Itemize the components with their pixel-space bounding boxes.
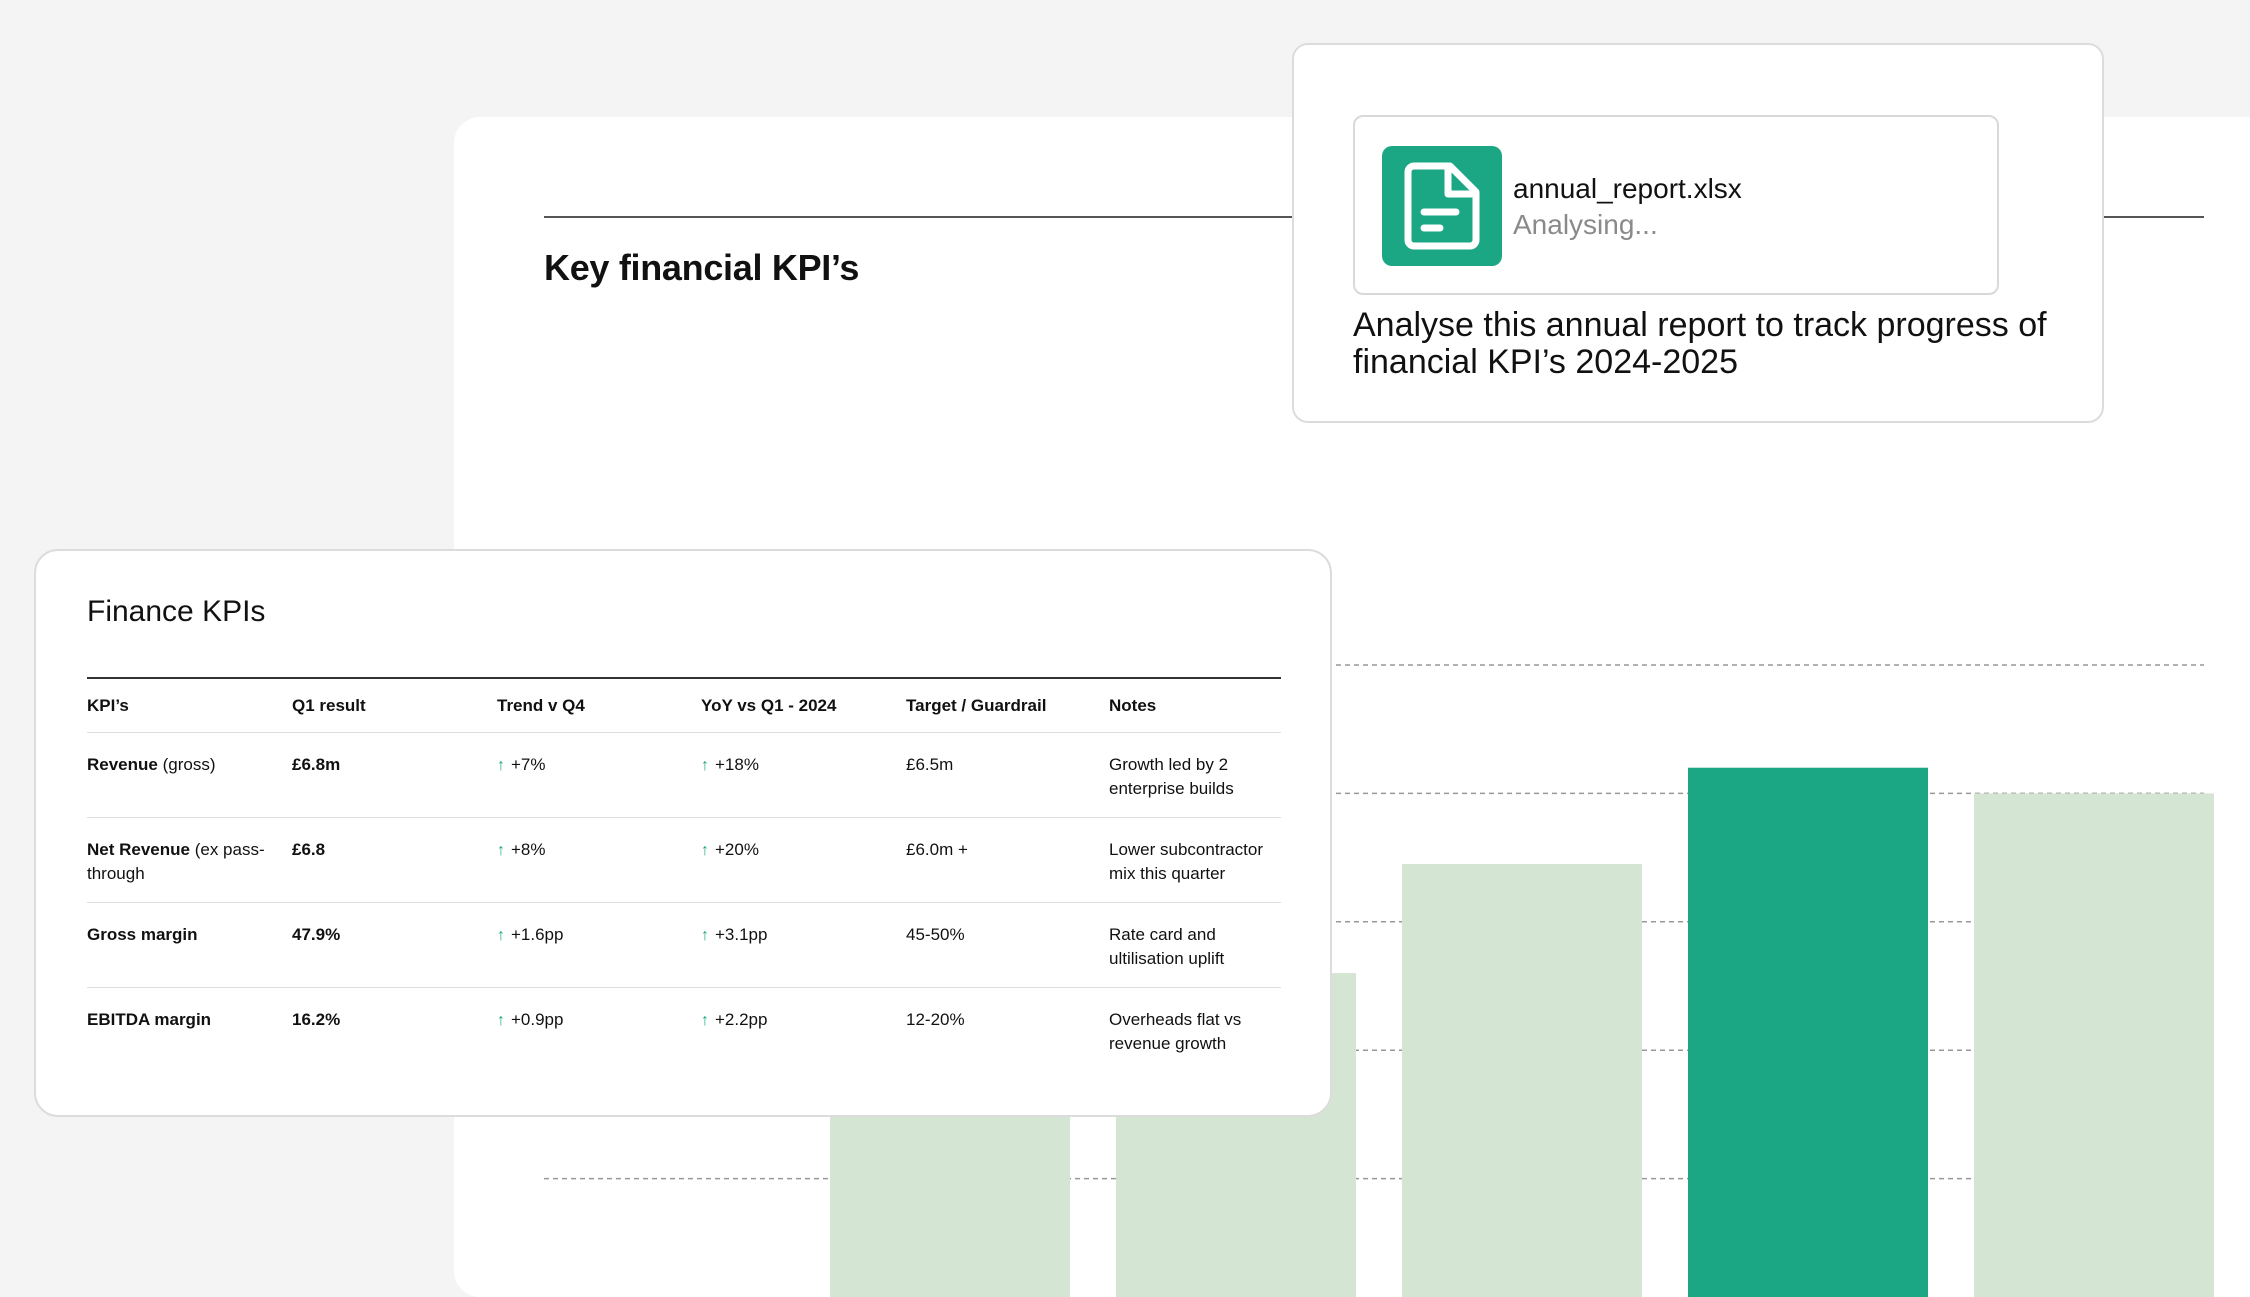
yoy-cell: ↑ +2.2pp bbox=[701, 987, 906, 1072]
arrow-up-icon: ↑ bbox=[701, 841, 709, 859]
yoy-cell: ↑ +18% bbox=[701, 732, 906, 818]
header-kpi: KPI’s bbox=[87, 677, 292, 733]
yoy-value: +3.1pp bbox=[715, 924, 768, 944]
q1-result-cell: 47.9% bbox=[292, 902, 497, 988]
table-row: Revenue (gross) £6.8m ↑ +7% ↑ +18% £6.5m G… bbox=[87, 732, 1281, 818]
arrow-up-icon: ↑ bbox=[701, 756, 709, 774]
table-header-row: KPI’s Q1 result Trend v Q4 YoY vs Q1 - 2… bbox=[87, 677, 1281, 733]
trend-value: +7% bbox=[511, 754, 546, 774]
yoy-cell: ↑ +3.1pp bbox=[701, 902, 906, 988]
attached-file[interactable]: annual_report.xlsx Analysing... bbox=[1353, 115, 1999, 295]
chart-title: Key financial KPI’s bbox=[544, 247, 860, 288]
spreadsheet-file-icon bbox=[1382, 146, 1502, 266]
yoy-value: +20% bbox=[715, 839, 759, 859]
kpi-card-title: Finance KPIs bbox=[87, 595, 266, 628]
yoy-value: +18% bbox=[715, 754, 759, 774]
q1-result-cell: 16.2% bbox=[292, 1009, 341, 1029]
header-q1-result: Q1 result bbox=[292, 677, 497, 733]
header-target: Target / Guardrail bbox=[906, 677, 1109, 733]
notes-cell: Overheads flat vs revenue growth bbox=[1109, 1009, 1242, 1053]
kpi-name: Net Revenue bbox=[87, 839, 190, 859]
trend-cell: ↑ +1.6pp bbox=[497, 902, 701, 988]
target-cell: £6.0m + bbox=[906, 817, 1109, 903]
kpi-name: Gross margin bbox=[87, 924, 198, 944]
file-name: annual_report.xlsx bbox=[1513, 173, 1742, 204]
trend-value: +1.6pp bbox=[511, 924, 564, 944]
q1-result-cell: £6.8m bbox=[292, 732, 497, 818]
yoy-cell: ↑ +20% bbox=[701, 817, 906, 903]
target-cell: £6.5m bbox=[906, 732, 1109, 818]
kpi-name-cell: Net Revenue (ex pass-through bbox=[87, 817, 292, 903]
notes-cell: Growth led by 2 enterprise builds bbox=[1109, 732, 1281, 818]
kpi-name-cell: Gross margin bbox=[87, 902, 292, 988]
arrow-up-icon: ↑ bbox=[701, 926, 709, 944]
trend-cell: ↑ +7% bbox=[497, 732, 701, 818]
arrow-up-icon: ↑ bbox=[701, 1011, 709, 1029]
arrow-up-icon: ↑ bbox=[497, 926, 505, 944]
prompt-text: Analyse this annual report to track prog… bbox=[1353, 306, 2047, 381]
trend-cell: ↑ +8% bbox=[497, 817, 701, 903]
bar bbox=[1974, 793, 2214, 1297]
bar-highlighted bbox=[1688, 767, 1928, 1297]
arrow-up-icon: ↑ bbox=[497, 841, 505, 859]
file-upload-card: annual_report.xlsx Analysing... Analyse … bbox=[1292, 43, 2104, 423]
kpi-qualifier: (ex pass-through bbox=[87, 839, 265, 883]
trend-value: +8% bbox=[511, 839, 546, 859]
kpi-table: KPI’s Q1 result Trend v Q4 YoY vs Q1 - 2… bbox=[87, 677, 1281, 1072]
kpi-name: EBITDA margin bbox=[87, 1009, 212, 1029]
header-trend: Trend v Q4 bbox=[497, 677, 701, 733]
trend-value: +0.9pp bbox=[511, 1009, 564, 1029]
kpi-name: Revenue bbox=[87, 754, 158, 774]
kpi-qualifier: (gross) bbox=[157, 754, 216, 774]
table-row: EBITDA margin 16.2% ↑ +0.9pp ↑ +2.2pp 12-2… bbox=[87, 987, 1281, 1072]
kpi-name-cell: EBITDA margin bbox=[87, 987, 292, 1072]
bar bbox=[1402, 864, 1642, 1297]
finance-kpi-card: Finance KPIs KPI’s Q1 result Trend v Q4 … bbox=[34, 549, 1332, 1117]
header-yoy: YoY vs Q1 - 2024 bbox=[701, 677, 906, 733]
arrow-up-icon: ↑ bbox=[497, 756, 505, 774]
arrow-up-icon: ↑ bbox=[497, 1011, 505, 1029]
table-row: Gross margin 47.9% ↑ +1.6pp ↑ +3.1pp 45-50… bbox=[87, 902, 1281, 988]
trend-cell: ↑ +0.9pp bbox=[497, 987, 701, 1072]
kpi-name-cell: Revenue (gross) bbox=[87, 732, 292, 818]
notes-cell: Rate card and ultilisation uplift bbox=[1109, 902, 1281, 988]
notes-cell: Lower subcontractor mix this quarter bbox=[1109, 817, 1281, 903]
file-status: Analysing... bbox=[1513, 209, 1658, 240]
table-row: Net Revenue (ex pass-through £6.8 ↑ +8% ↑… bbox=[87, 817, 1281, 903]
header-notes: Notes bbox=[1109, 677, 1281, 733]
target-cell: 45-50% bbox=[906, 902, 1109, 988]
yoy-value: +2.2pp bbox=[715, 1009, 768, 1029]
target-cell: 12-20% bbox=[906, 1009, 965, 1029]
q1-result-cell: £6.8 bbox=[292, 817, 497, 903]
